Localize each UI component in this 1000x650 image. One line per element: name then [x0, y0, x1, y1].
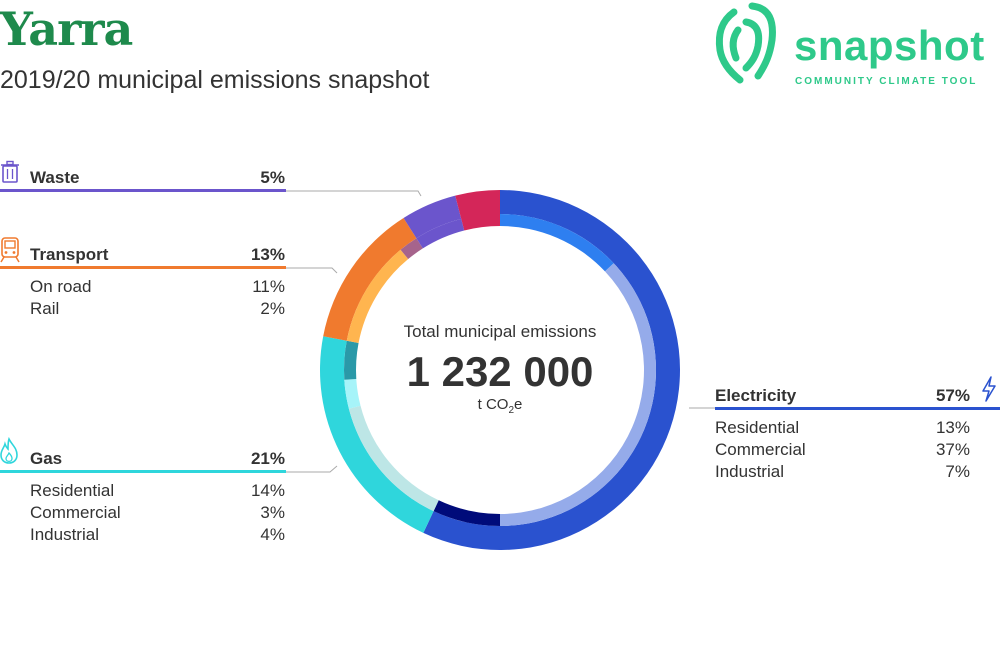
train-icon [0, 237, 20, 263]
snapshot-logo: snapshot COMMUNITY CLIMATE TOOL [712, 0, 1000, 92]
category-transport-rule [0, 266, 286, 269]
category-electricity-pct: 57% [935, 386, 970, 405]
page-title: Yarra [0, 2, 133, 56]
flame-icon [0, 437, 18, 464]
category-electricity: Electricity 57% Residential 13% Commerci… [715, 376, 1000, 486]
gas-sub-label: Residential [30, 481, 115, 500]
leader-lines [285, 190, 715, 473]
segment-gas-commercial [344, 379, 361, 409]
segment-waste [403, 195, 462, 239]
lightning-icon [982, 376, 996, 402]
center-value: 1 232 000 [406, 348, 594, 395]
electricity-sub-label: Industrial [715, 462, 784, 481]
category-transport-label: Transport [30, 245, 109, 264]
electricity-sub-pct: 13% [935, 418, 970, 437]
center-total: Total municipal emissions 1 232 000 t CO… [360, 322, 640, 416]
category-waste-rule [0, 189, 286, 192]
category-transport-pct: 13% [250, 245, 285, 264]
inner-ring [344, 214, 657, 526]
electricity-sub-label: Commercial [715, 440, 806, 459]
category-gas-rule [0, 470, 286, 473]
category-waste-label: Waste [30, 168, 80, 187]
segment-electricity-commercial [500, 263, 657, 526]
gas-sub-pct: 4% [260, 525, 285, 544]
category-electricity-rule [715, 407, 1000, 410]
trash-icon [1, 160, 19, 183]
gas-sub-pct: 3% [260, 503, 285, 522]
leader-line-waste [285, 190, 422, 197]
gas-sub-pct: 14% [250, 481, 285, 500]
leader-line-gas [285, 465, 338, 473]
logo-tagline: COMMUNITY CLIMATE TOOL [795, 76, 978, 87]
category-electricity-label: Electricity [715, 386, 797, 405]
transport-sub-pct: 11% [252, 277, 285, 296]
gas-sub-label: Industrial [30, 525, 99, 544]
segment-gas-residential [348, 405, 439, 512]
page-subtitle: 2019/20 municipal emissions snapshot [0, 66, 430, 94]
center-label: Total municipal emissions [403, 322, 597, 341]
segment-electricity-residential [500, 214, 614, 272]
segment-transport [323, 218, 417, 341]
segment-transport-rail [400, 238, 423, 260]
transport-sub-label: Rail [30, 299, 60, 318]
electricity-sub-pct: 7% [945, 462, 970, 481]
category-transport: Transport 13% On road 11% Rail 2% [0, 237, 286, 325]
segment-transport-on-road [346, 249, 409, 344]
electricity-sub-label: Residential [715, 418, 800, 437]
category-gas: Gas 21% Residential 14% Commercial 3% In… [0, 437, 286, 549]
segment-gas-industrial [344, 340, 359, 380]
center-unit: t CO2e [477, 396, 523, 416]
logo-wordmark: snapshot [794, 22, 985, 69]
gas-sub-label: Commercial [30, 503, 121, 522]
category-gas-label: Gas [30, 449, 63, 468]
segment-other [455, 190, 500, 231]
transport-sub-label: On road [30, 277, 92, 296]
fingerprint-icon [715, 2, 776, 84]
segment-waste-inner [416, 218, 465, 249]
category-waste-pct: 5% [260, 168, 285, 187]
leader-line-transport [285, 267, 338, 274]
transport-sub-pct: 2% [260, 299, 285, 318]
category-waste: Waste 5% [0, 160, 286, 198]
category-gas-pct: 21% [250, 449, 285, 468]
electricity-sub-pct: 37% [935, 440, 970, 459]
segment-electricity-industrial [433, 500, 500, 526]
segment-gas [319, 336, 434, 533]
outer-ring [319, 190, 680, 551]
